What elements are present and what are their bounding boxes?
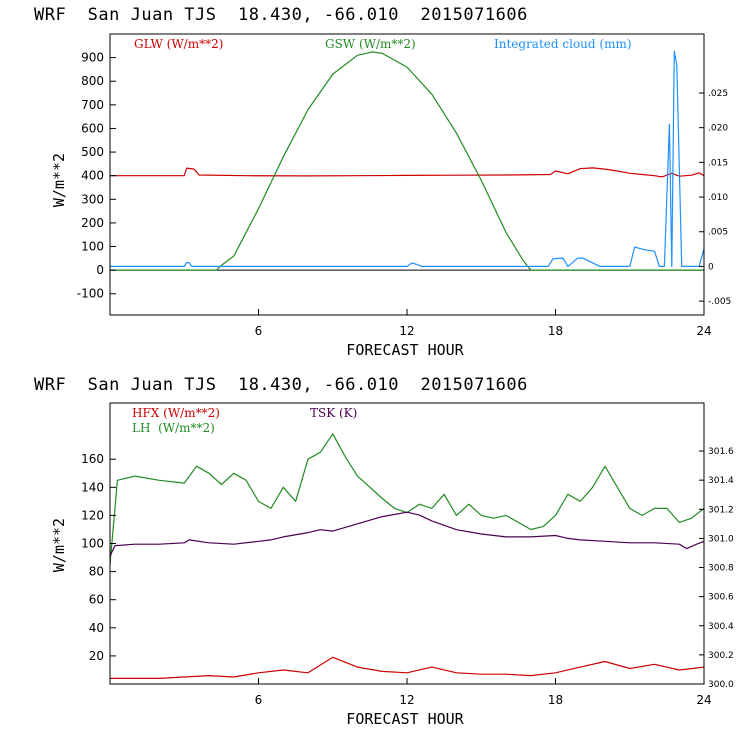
chart2-y-tick-label: 120 — [81, 508, 104, 522]
chart1-y-tick-label: 400 — [81, 169, 104, 183]
chart2-y2-tick-label: 301.4 — [708, 476, 734, 486]
chart1-y2-tick-label: .015 — [708, 158, 728, 168]
chart1-y2-tick-label: .005 — [708, 228, 728, 238]
chart2-x-tick-label: 12 — [399, 693, 414, 707]
chart2-y2-tick-label: 301.6 — [708, 447, 734, 457]
chart1-series-cloud-line — [110, 50, 705, 267]
chart2-xlabel: FORECAST HOUR — [346, 710, 464, 728]
chart1-y2-tick-label: .020 — [708, 124, 728, 134]
chart1-xlabel: FORECAST HOUR — [346, 341, 464, 359]
chart2-y-tick-label: 160 — [81, 452, 104, 466]
chart1-y2-tick-label: .010 — [708, 193, 728, 203]
chart1-y-tick-label: 600 — [81, 121, 104, 135]
chart2-plot: 6 12 18 24 20 40 60 80 100 120 140 160 301.6 301.4 301… — [50, 402, 734, 728]
chart2-y2-tick-label: 301.2 — [708, 505, 734, 515]
chart2-y2-tick-label: 300.6 — [708, 593, 734, 603]
chart2-series-tsk-line — [109, 511, 705, 557]
chart2-series-lh-line — [109, 433, 705, 565]
chart2-y-tick-label: 100 — [81, 537, 104, 551]
chart2-y-tick-label: 80 — [89, 565, 104, 579]
chart2-y-tick-label: 60 — [89, 593, 104, 607]
chart2-x-tick-label: 18 — [548, 693, 563, 707]
chart2-legend-tsk: TSK (K) — [310, 406, 357, 420]
chart2-y2-tick-label: 300.8 — [708, 564, 734, 574]
chart2-legend-hfx: HFX (W/m**2) — [132, 406, 220, 420]
chart2-y-tick-label: 20 — [89, 649, 104, 663]
chart2-ylabel: W/m**2 — [50, 518, 68, 572]
chart1-y-tick-label: 800 — [81, 74, 104, 88]
chart1-x-tick-label: 24 — [696, 324, 711, 338]
chart1-y-tick-label: 700 — [81, 98, 104, 112]
chart2-y-tick-label: 40 — [89, 621, 104, 635]
chart2-y-tick-label: 140 — [81, 480, 104, 494]
chart1-y-tick-label: 200 — [81, 216, 104, 230]
chart2-frame — [109, 402, 705, 685]
chart1-y-tick-label: 100 — [81, 240, 104, 254]
chart1-y2-tick-label: .025 — [708, 89, 728, 99]
chart1-legend-gsw: GSW (W/m**2) — [325, 37, 416, 51]
chart2-y2-tick-label: 300.4 — [708, 622, 734, 632]
chart1-y2-tick-label: -.005 — [708, 297, 731, 307]
chart1-title: WRF San Juan TJS 18.430, -66.010 2015071… — [34, 5, 528, 25]
chart2-y2-tick-label: 301.0 — [708, 534, 734, 544]
chart1-series-glw-line — [110, 167, 705, 178]
chart2-y2-tick-label: 300.2 — [708, 651, 734, 661]
chart1-series-gsw-line — [110, 51, 704, 271]
chart2-x-tick-label: 24 — [696, 693, 711, 707]
chart2-legend-lh: LH (W/m**2) — [132, 421, 215, 435]
chart1-x-tick-label: 6 — [255, 324, 263, 338]
chart1-x-tick-label: 12 — [399, 324, 414, 338]
chart2-y2-tick-label: 300.0 — [708, 680, 734, 690]
chart1-legend-cloud: Integrated cloud (mm) — [494, 37, 632, 51]
chart2-title: WRF San Juan TJS 18.430, -66.010 2015071… — [34, 375, 528, 395]
chart2-x-tick-label: 6 — [255, 693, 263, 707]
chart1-ylabel: W/m**2 — [50, 153, 68, 207]
chart1-x-tick-label: 18 — [548, 324, 563, 338]
chart1-y2-tick-label: 0 — [708, 262, 714, 272]
chart2-series-hfx-line — [110, 656, 705, 680]
chart1-y-tick-label: 900 — [81, 51, 104, 65]
chart1-plot: 6 12 18 24 -100 0 100 200 300 400 500 600 700 800 900.… — [50, 33, 731, 359]
chart1-y-tick-label: 0 — [96, 263, 104, 277]
chart1-y-tick-label: -100 — [77, 287, 104, 301]
chart1-legend-glw: GLW (W/m**2) — [134, 37, 223, 51]
chart1-y-tick-label: 300 — [81, 192, 104, 206]
chart1-y-tick-label: 500 — [81, 145, 104, 159]
